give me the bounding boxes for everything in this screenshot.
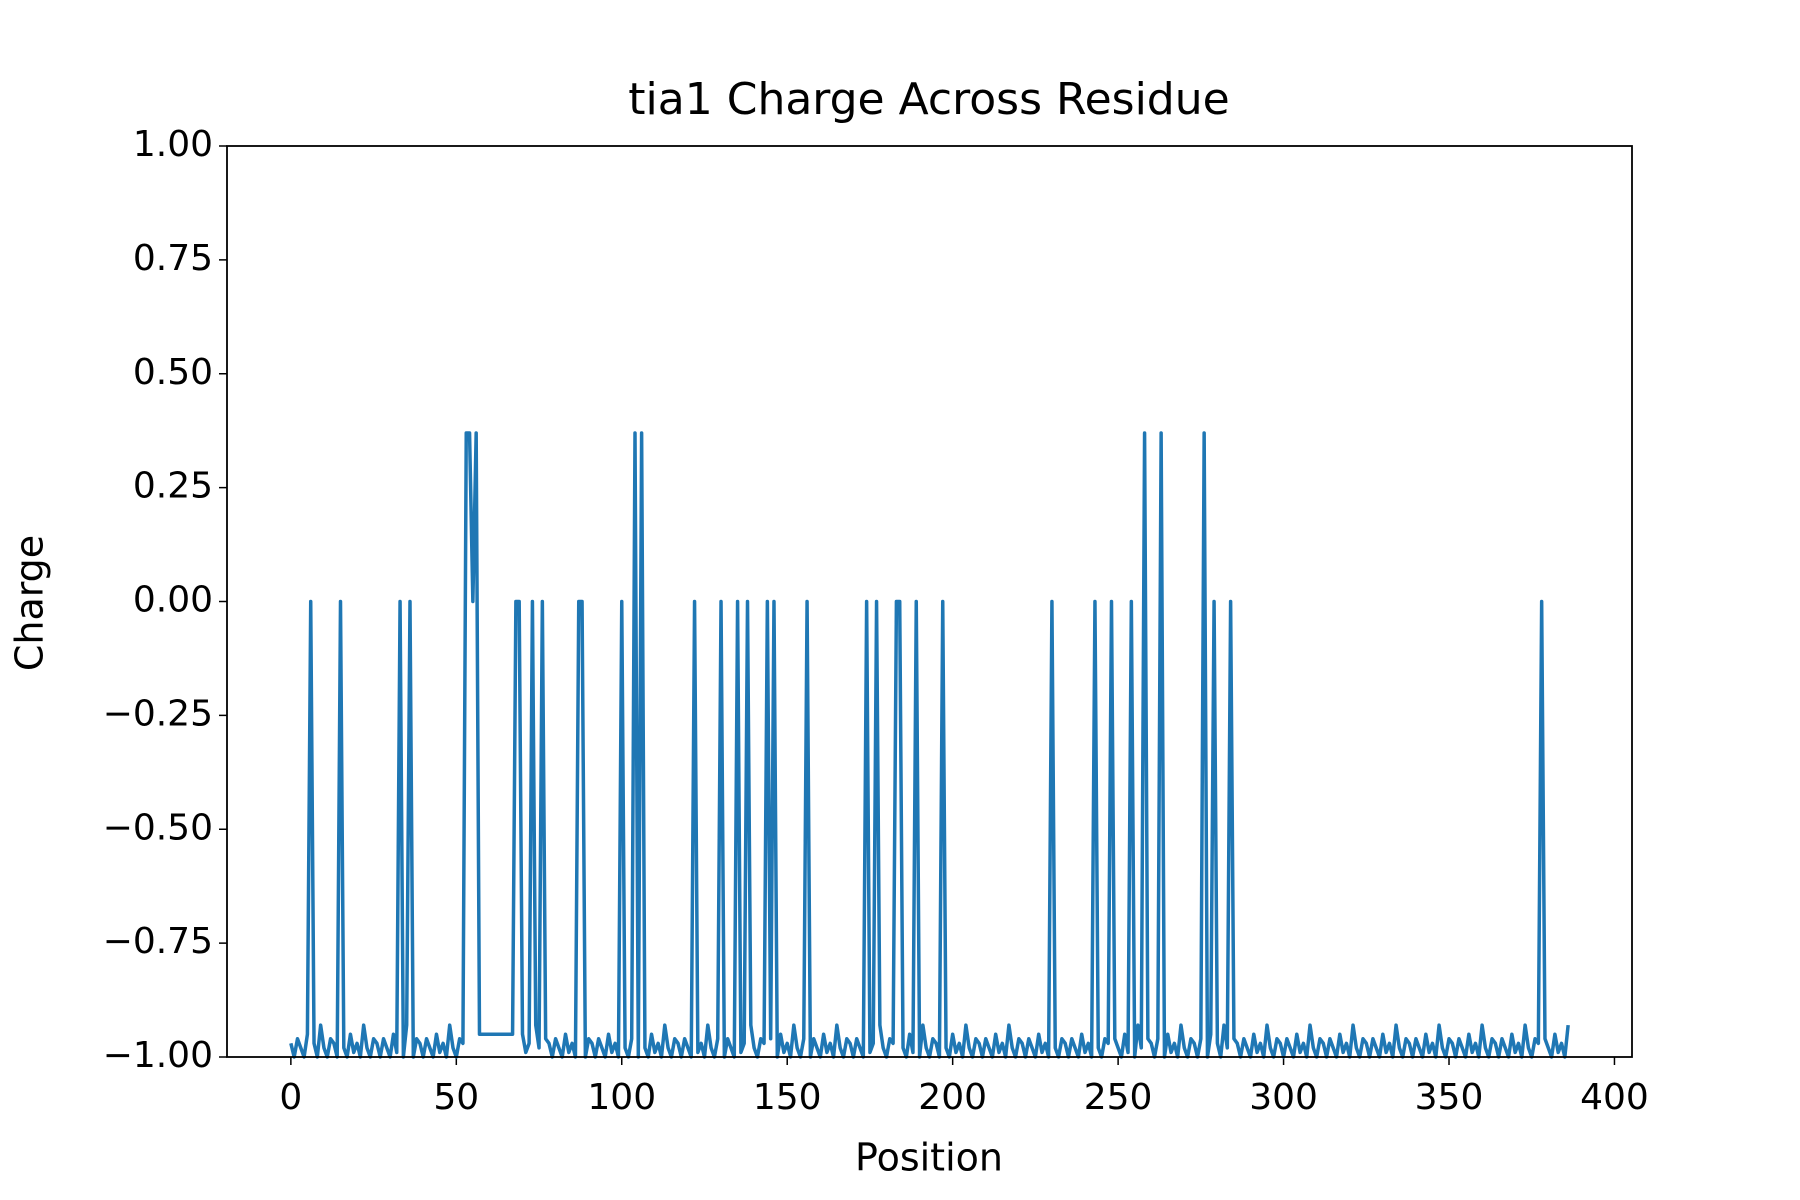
x-tick-label: 300	[1249, 1077, 1318, 1118]
y-tick-label: 0.75	[133, 238, 213, 279]
y-axis-label: Charge	[8, 535, 52, 671]
y-tick-label: 0.50	[133, 352, 213, 393]
y-tick-label: −1.00	[103, 1035, 213, 1076]
x-tick-label: 350	[1415, 1077, 1484, 1118]
x-tick-label: 100	[587, 1077, 656, 1118]
chart-title: tia1 Charge Across Residue	[628, 74, 1229, 125]
x-tick-label: 250	[1084, 1077, 1153, 1118]
y-tick-label: 0.25	[133, 466, 213, 507]
x-tick-label: 150	[753, 1077, 822, 1118]
y-tick-label: −0.75	[103, 921, 213, 962]
x-axis-label: Position	[855, 1136, 1003, 1180]
y-tick-label: −0.50	[103, 807, 213, 848]
x-tick-label: 400	[1580, 1077, 1649, 1118]
y-tick-label: −0.25	[103, 693, 213, 734]
y-tick-label: 0.00	[133, 580, 213, 621]
plot-frame	[226, 145, 1633, 1058]
x-tick-label: 50	[433, 1077, 479, 1118]
data-line	[289, 431, 1570, 1059]
x-tick-label: 0	[279, 1077, 302, 1118]
y-tick-label: 1.00	[133, 124, 213, 165]
x-tick-label: 200	[918, 1077, 987, 1118]
